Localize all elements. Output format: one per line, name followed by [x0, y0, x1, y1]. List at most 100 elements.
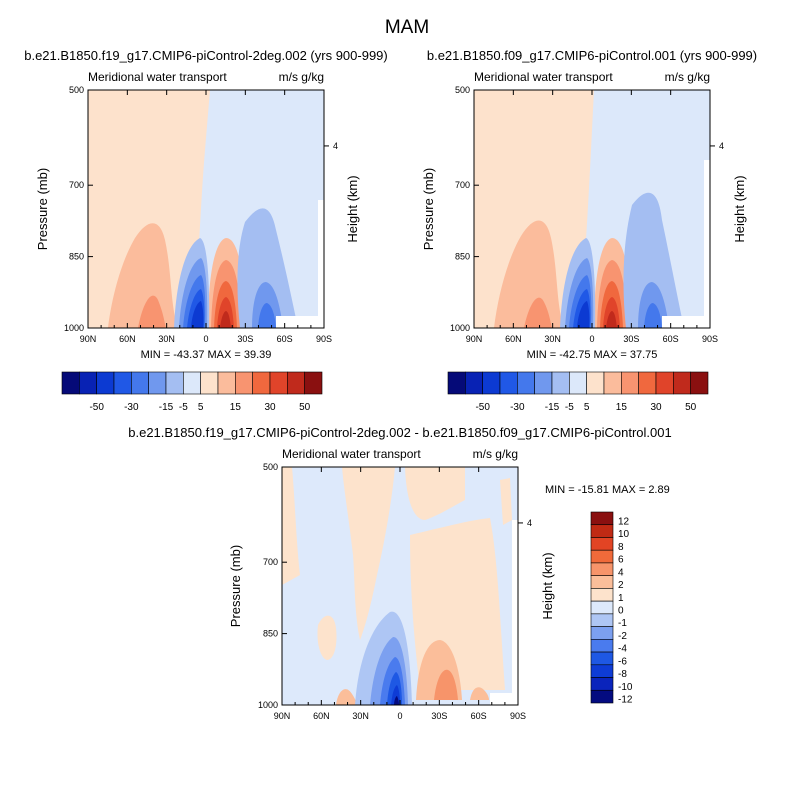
panel-2-colorbar-swatch [603, 371, 622, 395]
panel-diff-xtick-label: 60S [471, 711, 487, 721]
panel-1-colorbar-swatch [113, 371, 132, 395]
panel-diff: b.e21.B1850.f19_g17.CMIP6-piControl-2deg… [128, 425, 671, 721]
panel-diff-colorbar-label: -6 [618, 656, 627, 667]
panel-1-y2tick-label: 4 [333, 141, 338, 151]
panel-diff-colorbar-swatch [590, 549, 614, 564]
panel-1-neg-sh-3 [258, 303, 276, 328]
panel-diff-colorbar-label: 2 [618, 580, 624, 591]
panel-1-colorbar-swatch [183, 371, 201, 395]
panel-diff-xtick-label: 90N [274, 711, 291, 721]
panel-1-xtick-label: 60S [277, 334, 293, 344]
panel-2-y2tick-label: 4 [719, 141, 724, 151]
panel-1-colorbar: -50 -30 -15 -5 5 15 30 50 [61, 371, 323, 413]
panel-1-y2label: Height (km) [345, 175, 360, 242]
panel-1-stats: MIN = -43.37 MAX = 39.39 [141, 349, 272, 361]
panel-diff-y2tick-label: 4 [527, 518, 532, 528]
panel-2-pos-eq-5 [606, 311, 617, 328]
panel-2-stats: MIN = -42.75 MAX = 37.75 [527, 349, 658, 361]
panel-diff-pos-mid-3 [434, 669, 458, 700]
panel-2-colorbar-swatch [465, 371, 483, 395]
panel-2-xtick-label: 60S [663, 334, 679, 344]
panel-1-colorbar-swatch [269, 371, 288, 395]
panel-2: b.e21.B1850.f09_g17.CMIP6-piControl.001 … [421, 48, 757, 413]
panel-1-colorbar-swatch [217, 371, 236, 395]
panel-2-missing-box [662, 316, 710, 328]
panel-diff-colorbar-label: 0 [618, 606, 624, 617]
panel-2-colorbar-swatch [638, 371, 657, 395]
panel-2-colorbar-swatch [569, 371, 587, 395]
panel-2-colorbar-label: 50 [685, 402, 697, 413]
panel-diff-missing-strip [512, 520, 518, 705]
panel-1-title: b.e21.B1850.f19_g17.CMIP6-piControl-2deg… [24, 48, 388, 63]
panel-diff-colorbar-swatch [590, 651, 614, 666]
panel-diff-colorbar-swatch [590, 600, 614, 615]
panel-diff-colorbar-label: -1 [618, 618, 627, 629]
panel-1-ylabel: Pressure (mb) [35, 168, 50, 250]
panel-2-colorbar-label: -15 [545, 402, 560, 413]
panel-diff-colorbar-swatch [590, 639, 614, 653]
panel-2-colorbar-swatch [517, 371, 535, 395]
panel-diff-pos-upper-3 [405, 467, 465, 520]
panel-1-colorbar-label: 15 [230, 402, 242, 413]
panel-2-neg-eq-5 [577, 301, 590, 328]
panel-1-colorbar-label: 50 [299, 402, 311, 413]
panel-1-colorbar-swatch [61, 371, 80, 395]
panel-1: b.e21.B1850.f19_g17.CMIP6-piControl-2deg… [24, 48, 388, 413]
panel-1-colorbar-swatch [304, 371, 323, 395]
panel-1-right-label: m/s g/kg [279, 70, 324, 84]
panel-1-colorbar-label: -30 [124, 402, 139, 413]
panel-1-pos-nh-2 [138, 295, 166, 328]
panel-2-colorbar-swatch [690, 371, 709, 395]
panel-diff-ytick-label: 1000 [258, 700, 278, 710]
panel-diff-ylabel: Pressure (mb) [228, 545, 243, 627]
panel-2-ylabel: Pressure (mb) [421, 168, 436, 250]
panel-2-colorbar-swatch [673, 371, 691, 395]
panel-diff-colorbar-label: -2 [618, 631, 627, 642]
panel-1-ytick-label: 850 [69, 252, 84, 262]
panel-2-missing-strip [704, 160, 710, 328]
panel-2-ticks: 90N 60N 30N 0 30S 60S 90S 500 700 850 1000 4 [450, 85, 724, 344]
panel-diff-colorbar-swatch [590, 588, 614, 602]
panel-diff-field [282, 467, 518, 705]
panel-1-neg-eq-5 [191, 301, 204, 328]
panel-diff-ytick-label: 500 [263, 462, 278, 472]
panel-diff-colorbar-label: 1 [618, 593, 624, 604]
panel-diff-colorbar-label: 12 [618, 516, 630, 527]
panel-1-colorbar-label: 30 [264, 402, 276, 413]
panel-2-right-label: m/s g/kg [665, 70, 710, 84]
panel-1-ytick-label: 1000 [64, 323, 84, 333]
panel-2-ytick-label: 850 [455, 252, 470, 262]
panel-1-colorbar-label: 5 [198, 402, 204, 413]
panel-diff-pos-left-2 [336, 689, 358, 705]
panel-2-field [474, 90, 710, 328]
panel-diff-xtick-label: 30S [431, 711, 447, 721]
panel-diff-title: b.e21.B1850.f19_g17.CMIP6-piControl-2deg… [128, 425, 671, 440]
panel-2-ytick-label: 500 [455, 85, 470, 95]
panel-diff-xtick-label: 90S [510, 711, 526, 721]
panel-1-colorbar-swatch [96, 371, 115, 395]
panel-diff-ytick-label: 850 [263, 629, 278, 639]
panel-diff-colorbar-swatch [590, 664, 614, 678]
panel-2-colorbar: -50 -30 -15 -5 5 15 30 50 [447, 371, 709, 413]
panel-diff-colorbar-label: -10 [618, 682, 633, 693]
panel-diff-colorbar-swatch [590, 511, 614, 526]
panel-diff-colorbar-label: 4 [618, 567, 624, 578]
panel-1-left-label: Meridional water transport [88, 70, 227, 84]
panel-1-field [88, 90, 324, 328]
panel-2-neg-sh-1 [623, 192, 684, 328]
panel-diff-colorbar-label: -12 [618, 695, 633, 706]
panel-1-colorbar-swatch [287, 371, 305, 395]
panel-2-colorbar-swatch [447, 371, 466, 395]
panel-diff-colorbar-swatch [590, 689, 614, 704]
panel-diff-stats: MIN = -15.81 MAX = 2.89 [545, 484, 670, 496]
panel-1-missing-box [276, 316, 324, 328]
panel-1-colorbar-label: -5 [179, 402, 188, 413]
panel-diff-colorbar-swatch [590, 677, 614, 691]
panel-diff-pos-right-strip [500, 478, 512, 525]
panel-1-ytick-label: 700 [69, 180, 84, 190]
panel-2-colorbar-label: 15 [616, 402, 628, 413]
panel-1-colorbar-swatch [148, 371, 167, 395]
panel-diff-colorbar-label: 6 [618, 555, 624, 566]
panel-2-neg-sh-3 [644, 303, 662, 328]
